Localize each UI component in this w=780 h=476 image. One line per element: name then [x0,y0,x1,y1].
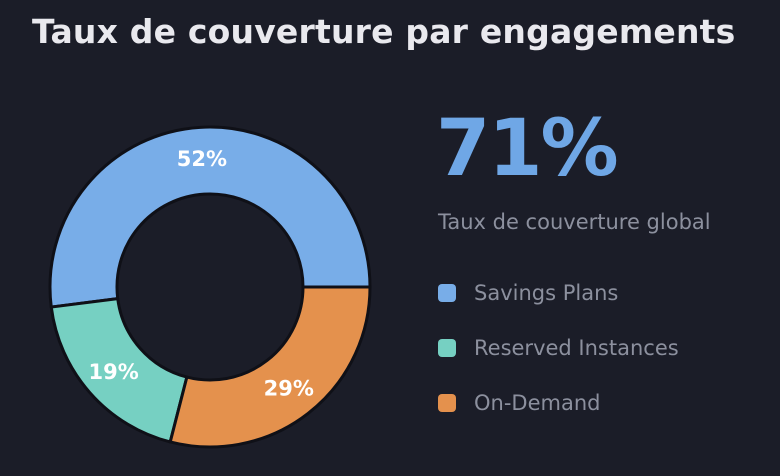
slice-label-on-demand: 29% [264,377,314,401]
legend-label-on-demand: On-Demand [474,391,601,415]
chart-title: Taux de couverture par engagements [32,12,736,51]
slice-label-reserved-instances: 19% [88,360,138,384]
legend-swatch-savings-plans [438,284,456,302]
legend-item-savings-plans: Savings Plans [438,280,679,306]
global-coverage-value: 71% [436,104,619,194]
slice-label-savings-plans: 52% [177,147,227,171]
donut-slice-reserved-instances [49,297,189,444]
legend-swatch-on-demand [438,394,456,412]
donut-slice-on-demand [168,285,372,449]
legend: Savings Plans Reserved Instances On-Dema… [438,280,679,445]
legend-swatch-reserved-instances [438,339,456,357]
legend-item-reserved-instances: Reserved Instances [438,335,679,361]
donut-chart: 52% 19% 29% [48,125,372,449]
global-coverage-label: Taux de couverture global [438,210,711,234]
legend-label-savings-plans: Savings Plans [474,281,619,305]
legend-item-on-demand: On-Demand [438,390,679,416]
legend-label-reserved-instances: Reserved Instances [474,336,679,360]
donut-slice-savings-plans [48,125,372,309]
